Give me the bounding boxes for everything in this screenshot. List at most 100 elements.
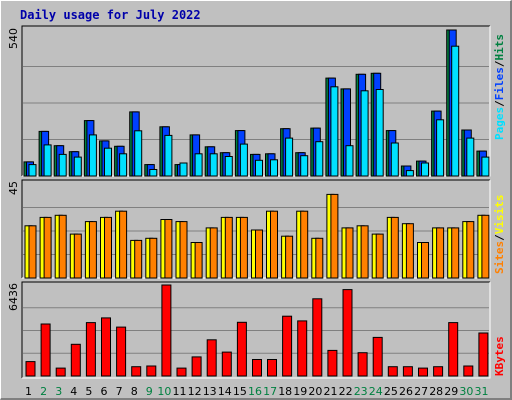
bar-sites-17 [270, 210, 278, 279]
x-tick-3: 3 [55, 385, 62, 398]
bar-pages-4 [73, 156, 82, 177]
bar-sites-18 [285, 235, 294, 279]
legend-top: Pages/Files/Hits [493, 34, 506, 140]
bar-sites-28 [436, 227, 445, 279]
x-tick-7: 7 [116, 385, 123, 398]
bar-sites-3 [58, 214, 67, 279]
bar-pages-28 [436, 119, 445, 177]
bar-pages-5 [88, 134, 97, 177]
bar-pages-25 [390, 142, 399, 177]
bar-kbytes-31 [478, 332, 489, 377]
x-tick-4: 4 [70, 385, 77, 398]
legend-files: Files [493, 67, 506, 100]
legend-pages: Pages [493, 107, 506, 140]
bar-sites-9 [149, 237, 158, 279]
x-tick-31: 31 [475, 385, 489, 398]
bar-sites-26 [405, 223, 414, 279]
bar-pages-20 [315, 141, 324, 177]
bar-pages-12 [194, 153, 203, 177]
x-tick-25: 25 [384, 385, 398, 398]
bar-pages-16 [255, 159, 263, 177]
bar-pages-24 [375, 89, 384, 177]
x-tick-30: 30 [459, 385, 473, 398]
x-tick-11: 11 [173, 385, 187, 398]
bar-pages-17 [270, 159, 278, 177]
x-tick-29: 29 [444, 385, 458, 398]
bar-kbytes-27 [418, 367, 428, 377]
x-tick-6: 6 [101, 385, 108, 398]
bar-pages-9 [149, 169, 158, 177]
bar-sites-30 [466, 221, 475, 279]
bars [23, 29, 490, 377]
x-tick-19: 19 [293, 385, 307, 398]
bar-pages-7 [119, 153, 128, 177]
bar-sites-31 [481, 214, 490, 279]
bar-sites-15 [239, 216, 248, 279]
bar-sites-10 [164, 219, 173, 279]
x-tick-27: 27 [414, 385, 428, 398]
x-tick-2: 2 [40, 385, 47, 398]
x-tick-21: 21 [324, 385, 338, 398]
bar-pages-26 [405, 170, 414, 177]
legend-hits: Hits [493, 34, 506, 61]
bar-kbytes-4 [70, 343, 81, 377]
bar-sites-29 [451, 227, 460, 279]
bar-pages-8 [134, 130, 143, 177]
bar-pages-18 [285, 137, 294, 177]
bar-kbytes-3 [55, 367, 66, 377]
legend-sep-3: / [493, 234, 506, 241]
bar-pages-22 [345, 145, 354, 177]
bar-sites-19 [300, 210, 309, 279]
x-tick-15: 15 [233, 385, 247, 398]
x-tick-14: 14 [218, 385, 232, 398]
bar-kbytes-25 [387, 366, 398, 377]
bar-sites-11 [179, 221, 188, 279]
legend-bottom: KBytes [493, 336, 506, 376]
bar-pages-1 [28, 164, 37, 177]
legend-kbytes: KBytes [493, 336, 506, 376]
bar-kbytes-24 [372, 336, 383, 377]
bar-kbytes-13 [206, 339, 217, 377]
bar-sites-13 [209, 227, 218, 279]
bar-sites-27 [421, 242, 429, 279]
bar-pages-15 [239, 143, 248, 177]
bar-pages-23 [360, 90, 369, 177]
x-tick-28: 28 [429, 385, 443, 398]
bar-kbytes-23 [357, 352, 368, 377]
y-max-label-bottom: 6436 [7, 283, 20, 311]
x-tick-18: 18 [278, 385, 292, 398]
bar-pages-27 [421, 162, 429, 177]
x-tick-26: 26 [399, 385, 413, 398]
bar-sites-12 [194, 242, 203, 279]
bar-pages-31 [481, 156, 490, 177]
x-tick-labels: 1 2 3 4 5 6 7 8 9 10 11 12 13 14 15 16 17 18 19 20 21 22 23 24 2… [25, 385, 489, 398]
bar-sites-4 [73, 233, 82, 279]
legend-middle: Sites/Visits [493, 195, 506, 275]
bar-pages-21 [330, 86, 339, 177]
x-tick-9: 9 [146, 385, 153, 398]
bar-kbytes-20 [312, 298, 323, 377]
x-tick-20: 20 [308, 385, 322, 398]
y-max-label-top: 540 [7, 28, 20, 49]
legend-sep-2: / [493, 60, 506, 67]
chart-title: Daily usage for July 2022 [20, 8, 201, 22]
bar-kbytes-11 [176, 367, 187, 377]
bar-pages-29 [451, 45, 460, 177]
bar-sites-7 [119, 210, 128, 279]
bar-pages-11 [179, 162, 188, 177]
bar-kbytes-22 [342, 289, 353, 377]
bar-pages-14 [224, 156, 233, 177]
bar-sites-6 [104, 216, 112, 279]
bar-pages-10 [164, 134, 173, 177]
bar-sites-21 [330, 193, 339, 279]
bar-pages-19 [300, 155, 309, 177]
legend-visits: Visits [493, 195, 506, 235]
x-tick-17: 17 [263, 385, 277, 398]
bar-kbytes-16 [252, 359, 262, 377]
bar-kbytes-30 [463, 365, 474, 377]
x-tick-10: 10 [157, 385, 171, 398]
y-max-label-middle: 45 [7, 181, 20, 195]
bar-kbytes-14 [221, 351, 232, 377]
x-tick-22: 22 [339, 385, 353, 398]
